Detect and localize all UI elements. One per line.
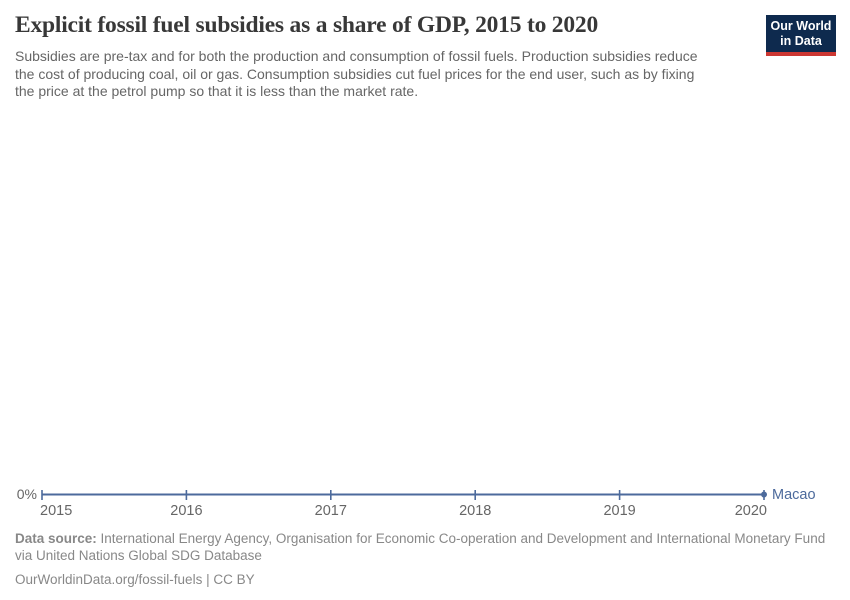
series-endpoint-dot <box>761 491 767 498</box>
y-axis-tick-label: 0% <box>17 486 37 502</box>
owid-logo-text-line1: Our World <box>770 19 832 33</box>
x-axis-tick-label: 2016 <box>170 503 202 519</box>
series-label[interactable]: Macao <box>772 487 816 503</box>
x-axis-tick-label: 2018 <box>459 503 491 519</box>
subtitle-line: Subsidies are pre-tax and for both the p… <box>15 48 698 64</box>
chart-header: Explicit fossil fuel subsidies as a shar… <box>15 12 750 101</box>
chart-subtitle: Subsidies are pre-tax and for both the p… <box>15 48 750 101</box>
data-source-line: Data source: International Energy Agency… <box>15 530 827 564</box>
subtitle-line: the cost of producing coal, oil or gas. … <box>15 65 695 82</box>
chart-title: Explicit fossil fuel subsidies as a shar… <box>15 12 598 38</box>
subtitle-line: the price at the petrol pump so that it … <box>15 83 419 99</box>
chart-footer: Data source: International Energy Agency… <box>15 530 827 588</box>
license-line: OurWorldinData.org/fossil-fuels | CC BY <box>15 572 255 587</box>
owid-logo-text-line2: in Data <box>780 34 822 48</box>
x-axis-tick-label: 2015 <box>40 503 72 519</box>
owid-logo[interactable]: Our World in Data <box>766 15 836 56</box>
x-axis-tick-label: 2017 <box>315 503 347 519</box>
x-axis-tick-label: 2019 <box>603 503 635 519</box>
data-source-text: International Energy Agency, Organisatio… <box>15 531 826 563</box>
x-axis-tick-label: 2020 <box>735 503 767 519</box>
data-source-label: Data source: <box>15 531 97 546</box>
